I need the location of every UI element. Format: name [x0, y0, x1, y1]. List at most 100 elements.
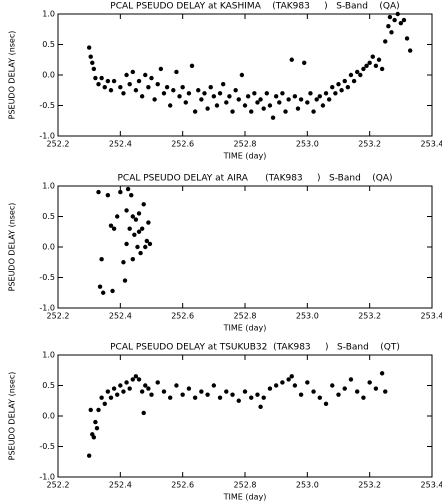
- x-tick-label: 252.2: [47, 481, 70, 490]
- data-point: [130, 377, 135, 382]
- data-point: [146, 220, 151, 225]
- data-point: [93, 419, 98, 425]
- data-point: [129, 192, 134, 198]
- data-point: [189, 63, 195, 69]
- data-point: [302, 60, 307, 65]
- data-point: [292, 383, 298, 388]
- data-point: [132, 232, 137, 237]
- data-point: [136, 211, 142, 216]
- data-point: [161, 389, 167, 394]
- x-tick-label: 252.8: [234, 312, 257, 321]
- x-tick-label: 252.8: [234, 481, 257, 490]
- data-point: [358, 72, 363, 78]
- data-point: [146, 85, 151, 90]
- data-point: [130, 69, 135, 75]
- data-point: [124, 241, 129, 247]
- data-point: [245, 94, 251, 99]
- data-point: [122, 278, 128, 283]
- data-point: [96, 189, 101, 195]
- data-point: [152, 97, 157, 102]
- data-point: [211, 94, 217, 99]
- x-tick-label: 252.8: [234, 140, 257, 149]
- data-point: [336, 392, 341, 397]
- data-point: [147, 241, 153, 247]
- data-point: [180, 392, 185, 397]
- x-tick-label: 252.4: [109, 481, 132, 490]
- data-point: [320, 103, 326, 108]
- data-point: [295, 106, 301, 111]
- data-point: [144, 238, 150, 244]
- data-point: [230, 109, 235, 114]
- data-point: [289, 57, 294, 62]
- data-point: [217, 395, 223, 400]
- chart-title: PCAL PSEUDO DELAY at AIRA (TAK983 ) S-Ba…: [117, 174, 392, 184]
- x-axis-label: TIME (day): [223, 324, 267, 333]
- data-point: [267, 103, 273, 108]
- data-point: [379, 371, 385, 376]
- plot-frame: [57, 13, 433, 137]
- data-point: [367, 60, 372, 65]
- data-point: [91, 435, 97, 440]
- x-tick-label: 252.2: [47, 140, 70, 149]
- x-tick-label: 253.2: [358, 312, 381, 321]
- data-point: [105, 389, 111, 394]
- data-point: [111, 78, 117, 84]
- x-tick-label: 253.4: [421, 140, 442, 149]
- data-point: [186, 91, 192, 96]
- data-point: [143, 383, 148, 388]
- data-point: [124, 208, 129, 213]
- data-point: [317, 395, 322, 400]
- data-point: [283, 109, 288, 114]
- data-point: [168, 103, 173, 108]
- data-point: [158, 66, 164, 72]
- data-point: [330, 85, 335, 90]
- data-point: [242, 103, 248, 108]
- data-point: [339, 88, 344, 93]
- data-point: [267, 386, 273, 391]
- data-point: [99, 75, 104, 81]
- y-tick-label: 1.0: [42, 351, 55, 360]
- data-point: [139, 389, 145, 394]
- data-point: [264, 91, 270, 96]
- data-point: [317, 94, 322, 99]
- data-point: [342, 386, 347, 391]
- plot-frame: [57, 354, 433, 478]
- data-point: [311, 109, 316, 114]
- data-point: [348, 72, 354, 78]
- data-point: [292, 94, 298, 99]
- x-tick-label: 252.6: [171, 140, 194, 149]
- data-point: [336, 81, 341, 87]
- data-point: [330, 383, 335, 388]
- x-axis-label: TIME (day): [223, 493, 267, 502]
- data-point: [298, 97, 304, 102]
- data-point: [186, 386, 192, 391]
- data-point: [395, 11, 400, 17]
- data-point: [155, 81, 160, 87]
- y-tick-label: -1.0: [39, 304, 55, 313]
- data-point: [311, 389, 316, 394]
- data-point: [407, 48, 413, 53]
- data-point: [115, 392, 120, 397]
- data-point: [326, 97, 332, 102]
- data-point: [130, 214, 135, 219]
- data-point: [305, 100, 310, 105]
- data-point: [233, 88, 238, 93]
- y-tick-label: 1.0: [42, 182, 55, 191]
- data-point: [86, 45, 92, 50]
- data-point: [105, 78, 111, 84]
- data-point: [141, 202, 146, 207]
- data-point: [127, 226, 132, 231]
- data-point: [258, 97, 263, 102]
- y-axis-label: PSEUDO DELAY (nsec): [8, 31, 17, 120]
- data-point: [115, 214, 120, 219]
- data-point: [342, 78, 347, 84]
- data-point: [277, 100, 282, 105]
- data-point: [121, 91, 126, 96]
- data-point: [249, 395, 254, 400]
- data-point: [242, 389, 248, 394]
- y-tick-label: 0.0: [42, 243, 55, 252]
- chart-title: PCAL PSEUDO DELAY at TSUKUB32 (TAK983 ) …: [110, 343, 400, 353]
- data-point: [214, 103, 220, 108]
- data-point: [121, 260, 126, 265]
